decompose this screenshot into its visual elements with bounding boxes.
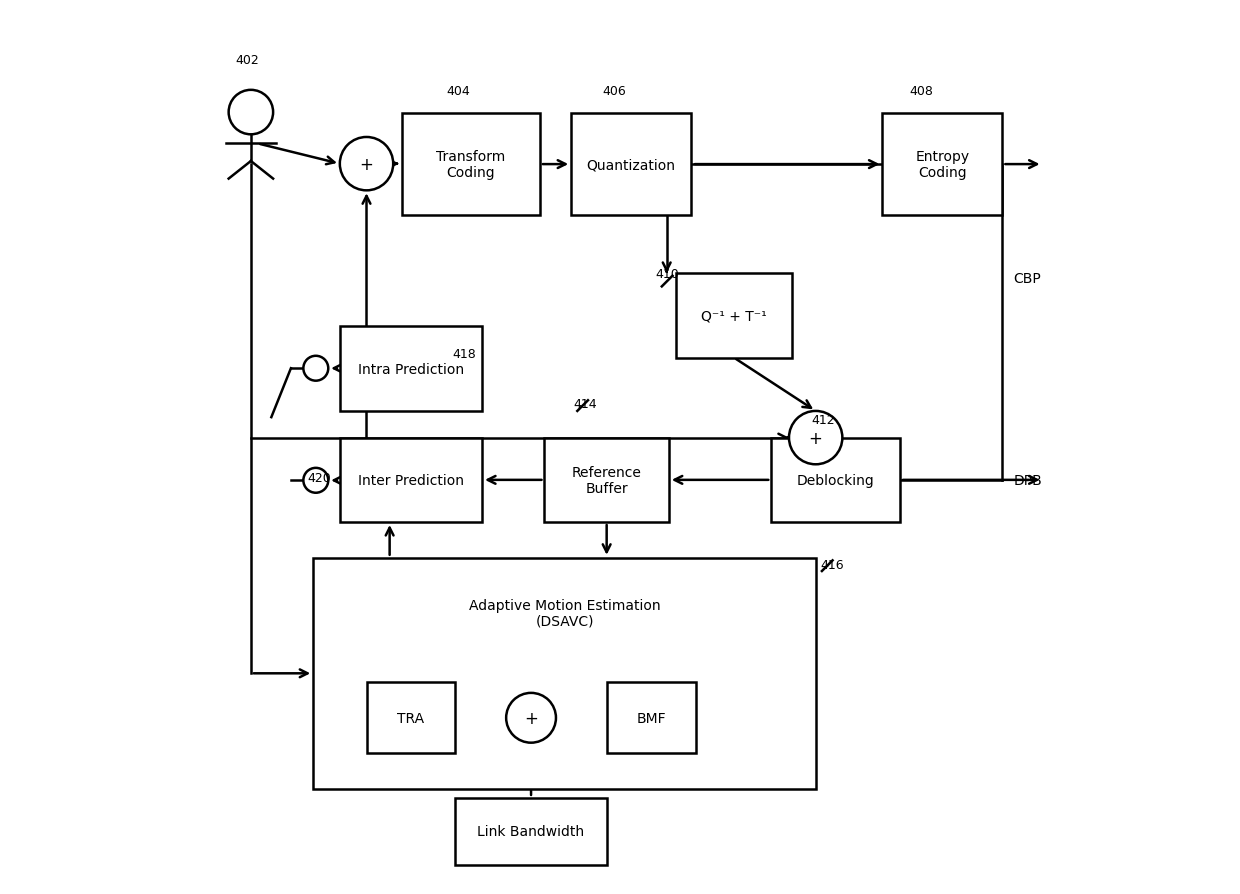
Text: 412: 412 [811, 414, 835, 426]
FancyBboxPatch shape [340, 327, 482, 411]
FancyBboxPatch shape [402, 114, 539, 216]
Text: Transform
Coding: Transform Coding [436, 150, 506, 180]
Text: 414: 414 [574, 398, 598, 411]
Text: +: + [360, 156, 373, 173]
Circle shape [304, 357, 329, 381]
FancyBboxPatch shape [883, 114, 1002, 216]
Text: BMF: BMF [636, 711, 666, 725]
Text: 402: 402 [236, 54, 259, 67]
Circle shape [506, 693, 556, 743]
FancyBboxPatch shape [572, 114, 691, 216]
Text: Intra Prediction: Intra Prediction [358, 362, 464, 376]
Text: Deblocking: Deblocking [797, 473, 874, 487]
Text: +: + [525, 709, 538, 727]
Text: CBP: CBP [1013, 271, 1040, 285]
Text: Adaptive Motion Estimation
(DSAVC): Adaptive Motion Estimation (DSAVC) [469, 598, 661, 628]
Text: 410: 410 [656, 267, 680, 280]
Circle shape [228, 90, 273, 135]
Text: 416: 416 [820, 559, 843, 571]
FancyBboxPatch shape [340, 438, 482, 522]
Text: 418: 418 [453, 347, 476, 360]
Text: 406: 406 [603, 85, 626, 98]
Text: Link Bandwidth: Link Bandwidth [477, 824, 584, 839]
Text: TRA: TRA [397, 711, 424, 725]
Text: Q⁻¹ + T⁻¹: Q⁻¹ + T⁻¹ [701, 309, 766, 323]
FancyBboxPatch shape [771, 438, 900, 522]
Text: Entropy
Coding: Entropy Coding [915, 150, 970, 180]
Circle shape [304, 468, 329, 493]
Text: Inter Prediction: Inter Prediction [358, 473, 464, 487]
FancyBboxPatch shape [676, 274, 791, 358]
Text: 408: 408 [909, 85, 932, 98]
FancyBboxPatch shape [367, 682, 455, 754]
Text: Quantization: Quantization [587, 158, 676, 172]
Text: Reference
Buffer: Reference Buffer [572, 465, 641, 495]
FancyBboxPatch shape [606, 682, 696, 754]
Circle shape [789, 411, 842, 465]
Text: 404: 404 [446, 85, 470, 98]
Text: DPB: DPB [1013, 474, 1042, 488]
FancyBboxPatch shape [455, 798, 606, 864]
Circle shape [340, 138, 393, 191]
Text: +: + [808, 429, 822, 447]
FancyBboxPatch shape [314, 558, 816, 789]
Text: 420: 420 [308, 472, 331, 485]
FancyBboxPatch shape [544, 438, 668, 522]
